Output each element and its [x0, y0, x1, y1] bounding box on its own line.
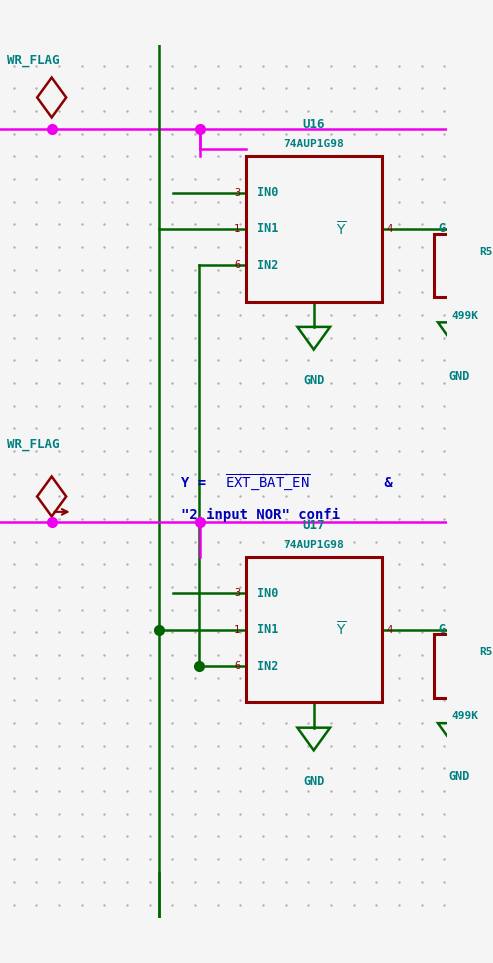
Text: 4: 4 [387, 625, 392, 635]
Text: IN1: IN1 [257, 222, 278, 236]
Text: U17: U17 [303, 519, 325, 532]
Text: G: G [438, 222, 445, 236]
Text: 499K: 499K [452, 712, 479, 721]
Text: R52: R52 [479, 647, 493, 658]
Text: 1: 1 [234, 224, 240, 234]
Text: 74AUP1G98: 74AUP1G98 [283, 540, 344, 550]
Text: 3: 3 [234, 188, 240, 197]
Text: WR_FLAG: WR_FLAG [7, 54, 60, 67]
Text: IN2: IN2 [257, 259, 278, 272]
FancyBboxPatch shape [434, 635, 474, 698]
Text: GND: GND [448, 770, 469, 783]
FancyBboxPatch shape [246, 558, 382, 702]
Text: $\overline{\mathsf{Y}}$: $\overline{\mathsf{Y}}$ [336, 620, 347, 638]
Text: 74AUP1G98: 74AUP1G98 [283, 140, 344, 149]
Text: 1: 1 [234, 625, 240, 635]
Text: 4: 4 [387, 224, 392, 234]
Text: $\overline{\mathtt{EXT\_BAT\_EN}}$: $\overline{\mathtt{EXT\_BAT\_EN}}$ [225, 473, 311, 493]
Text: 3: 3 [234, 588, 240, 598]
Text: U16: U16 [303, 118, 325, 131]
Text: G: G [438, 623, 445, 637]
Text: 6: 6 [234, 661, 240, 671]
Text: GND: GND [448, 370, 469, 382]
Text: GND: GND [303, 374, 324, 387]
FancyBboxPatch shape [246, 156, 382, 301]
Text: &: & [376, 476, 393, 490]
Text: R51: R51 [479, 247, 493, 256]
Text: WR_FLAG: WR_FLAG [7, 437, 60, 451]
FancyBboxPatch shape [434, 233, 474, 297]
Text: 6: 6 [234, 260, 240, 271]
Text: IN0: IN0 [257, 587, 278, 600]
Text: 499K: 499K [452, 311, 479, 321]
Text: IN1: IN1 [257, 623, 278, 637]
Text: Y =: Y = [181, 476, 215, 490]
Text: IN0: IN0 [257, 186, 278, 199]
Text: "2 input NOR" confi: "2 input NOR" confi [181, 508, 341, 522]
Text: $\overline{\mathsf{Y}}$: $\overline{\mathsf{Y}}$ [336, 220, 347, 238]
Text: GND: GND [303, 775, 324, 788]
Text: IN2: IN2 [257, 660, 278, 672]
